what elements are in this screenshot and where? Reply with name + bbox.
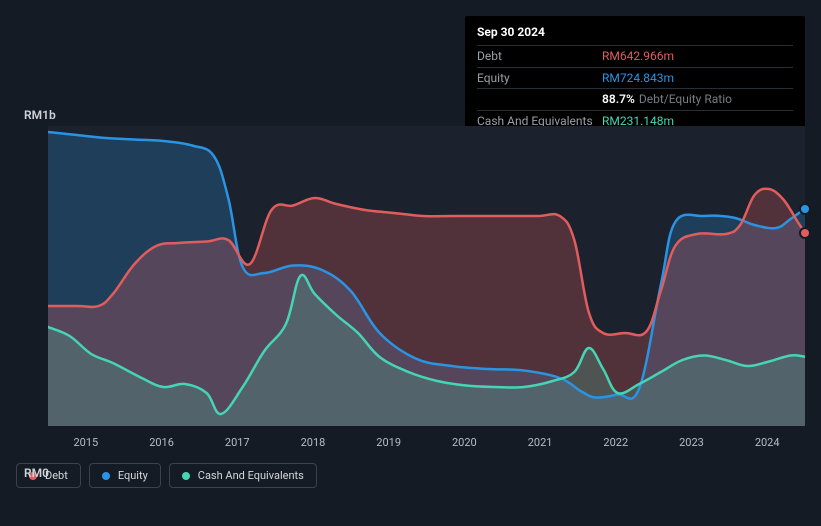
tooltip-row: DebtRM642.966m — [477, 45, 793, 67]
legend-item-cash-and-equivalents[interactable]: Cash And Equivalents — [169, 463, 317, 488]
y-axis-bottom-label: RM0 — [24, 466, 49, 480]
tooltip-row-value: RM724.843m — [602, 70, 793, 87]
tooltip-row-label: Equity — [477, 70, 602, 87]
series-end-marker — [799, 227, 811, 239]
chart-container: RM1b RM0 2015201620172018201920202021202… — [16, 126, 805, 488]
x-tick: 2017 — [199, 436, 275, 449]
legend-label: Cash And Equivalents — [198, 469, 304, 482]
x-tick: 2019 — [351, 436, 427, 449]
legend-label: Equity — [118, 469, 148, 482]
legend-swatch — [102, 472, 110, 480]
tooltip-panel: Sep 30 2024 DebtRM642.966mEquityRM724.84… — [465, 16, 805, 140]
x-tick: 2020 — [427, 436, 503, 449]
chart-svg — [48, 126, 805, 426]
tooltip-row: EquityRM724.843m — [477, 67, 793, 89]
tooltip-row-label: Debt — [477, 48, 602, 65]
tooltip-row-value: RM642.966m — [602, 48, 793, 65]
tooltip-row-label — [477, 91, 602, 108]
x-tick: 2024 — [729, 436, 805, 449]
legend-item-equity[interactable]: Equity — [89, 463, 161, 488]
y-axis-top-label: RM1b — [24, 108, 56, 122]
legend-swatch — [182, 472, 190, 480]
x-tick: 2023 — [654, 436, 730, 449]
plot-area[interactable] — [48, 126, 805, 426]
series-end-marker — [799, 203, 811, 215]
x-tick: 2018 — [275, 436, 351, 449]
x-tick: 2022 — [578, 436, 654, 449]
x-tick: 2015 — [48, 436, 124, 449]
tooltip-row-value: 88.7%Debt/Equity Ratio — [602, 91, 793, 108]
x-tick: 2021 — [502, 436, 578, 449]
x-tick: 2016 — [124, 436, 200, 449]
legend: DebtEquityCash And Equivalents — [16, 463, 805, 488]
x-axis: 2015201620172018201920202021202220232024 — [48, 426, 805, 449]
tooltip-date: Sep 30 2024 — [477, 24, 793, 45]
tooltip-row: 88.7%Debt/Equity Ratio — [477, 88, 793, 110]
